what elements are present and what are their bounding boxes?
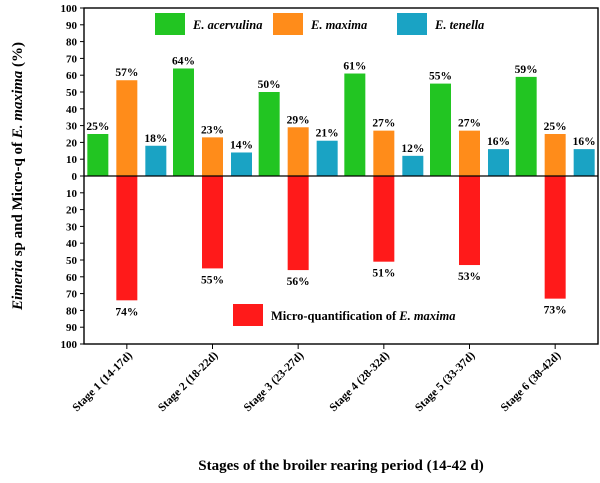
category-label: Stage 5 (33-37d) [413, 350, 478, 415]
category-label: Stage 1 (14-17d) [70, 350, 135, 415]
category-label: Stage 2 (18-22d) [156, 350, 221, 415]
bar-3 [145, 145, 167, 176]
data-label: 27% [372, 118, 395, 130]
data-label: 51% [372, 268, 395, 280]
data-label: 23% [201, 124, 224, 136]
y-tick-label: 50 [66, 255, 78, 267]
data-label: 25% [86, 121, 109, 133]
category-label: Stage 6 (38-42d) [499, 350, 564, 415]
data-label: 57% [115, 67, 138, 79]
x-axis-title: Stages of the broiler rearing period (14… [198, 458, 483, 474]
y-tick-label: 60 [66, 272, 78, 284]
y-tick-label: 30 [66, 221, 78, 233]
data-label: 21% [316, 128, 339, 140]
category-label: Stage 4 (28-32d) [327, 350, 392, 415]
legend-swatch-negative [233, 304, 263, 326]
bar-1 [344, 73, 366, 176]
y-axis-title-part: Eimeria [10, 260, 26, 312]
y-tick-label: 100 [61, 339, 78, 351]
bar-negative [373, 176, 395, 262]
y-tick-label: 20 [66, 137, 78, 149]
y-tick-label: 60 [66, 70, 78, 82]
data-label: 55% [429, 71, 452, 83]
y-axis-title-part: (%) [10, 42, 26, 71]
y-tick-label: 20 [66, 205, 78, 217]
legend-label-prefix: Micro-quantification of [271, 309, 399, 323]
y-tick-label: 0 [72, 171, 78, 183]
data-label: 29% [287, 114, 310, 126]
data-label: 64% [172, 55, 195, 67]
bar-2 [459, 130, 480, 176]
data-label: 59% [515, 64, 538, 76]
y-tick-label: 70 [66, 53, 78, 65]
bar-3 [402, 155, 424, 176]
bar-3 [573, 149, 595, 176]
data-label: 56% [287, 276, 310, 288]
legend-swatch [155, 13, 185, 35]
legend-label-negative: Micro-quantification of E. maxima [271, 309, 456, 323]
data-label: 73% [544, 305, 567, 317]
bar-2 [373, 130, 395, 176]
data-label: 25% [544, 121, 567, 133]
data-label: 16% [487, 136, 510, 148]
legend-swatch [397, 13, 427, 35]
data-label: 55% [201, 274, 224, 286]
data-label: 12% [401, 143, 424, 155]
bar-2 [202, 137, 223, 176]
bar-1 [258, 92, 280, 176]
y-axis-title-part: sp and Micro-q of [10, 138, 26, 260]
bar-2 [287, 127, 309, 176]
data-label: 14% [230, 139, 253, 151]
y-tick-label: 70 [66, 289, 78, 301]
bar-1 [173, 68, 194, 176]
data-label: 53% [458, 271, 481, 283]
y-tick-label: 10 [66, 154, 78, 166]
bar-2 [544, 134, 566, 176]
bar-3 [488, 149, 509, 176]
data-label: 18% [144, 133, 167, 145]
data-label: 27% [458, 118, 481, 130]
y-tick-label: 40 [66, 238, 78, 250]
bar-1 [430, 83, 451, 176]
data-label: 61% [343, 61, 366, 73]
y-tick-label: 80 [66, 305, 78, 317]
y-tick-label: 30 [66, 121, 78, 133]
category-label: Stage 3 (23-27d) [242, 350, 307, 415]
y-tick-label: 100 [61, 3, 78, 15]
y-tick-label: 40 [66, 104, 78, 116]
y-tick-label: 50 [66, 87, 78, 99]
bar-2 [116, 80, 138, 176]
bar-negative [459, 176, 480, 266]
bar-negative [287, 176, 309, 271]
y-tick-label: 80 [66, 37, 78, 49]
bar-negative [202, 176, 223, 269]
y-axis-title-part: E. maxima [10, 70, 26, 139]
legend-label: E. acervulina [192, 18, 262, 32]
data-label: 16% [573, 136, 596, 148]
bar-negative [544, 176, 566, 299]
data-label: 50% [258, 79, 281, 91]
y-tick-label: 90 [66, 20, 78, 32]
bar-1 [87, 134, 109, 176]
legend-swatch [273, 13, 303, 35]
legend-label: E. maxima [310, 18, 367, 32]
bar-3 [316, 140, 338, 176]
bar-1 [515, 76, 537, 176]
bar-3 [231, 152, 252, 176]
bar-negative [116, 176, 138, 301]
y-axis-title: Eimeria sp and Micro-q of E. maxima (%) [10, 42, 26, 311]
y-tick-label: 10 [66, 188, 78, 200]
y-tick-label: 90 [66, 322, 78, 334]
data-label: 74% [115, 306, 138, 318]
legend-label: E. tenella [434, 18, 484, 32]
legend-label-species: E. maxima [398, 309, 455, 323]
